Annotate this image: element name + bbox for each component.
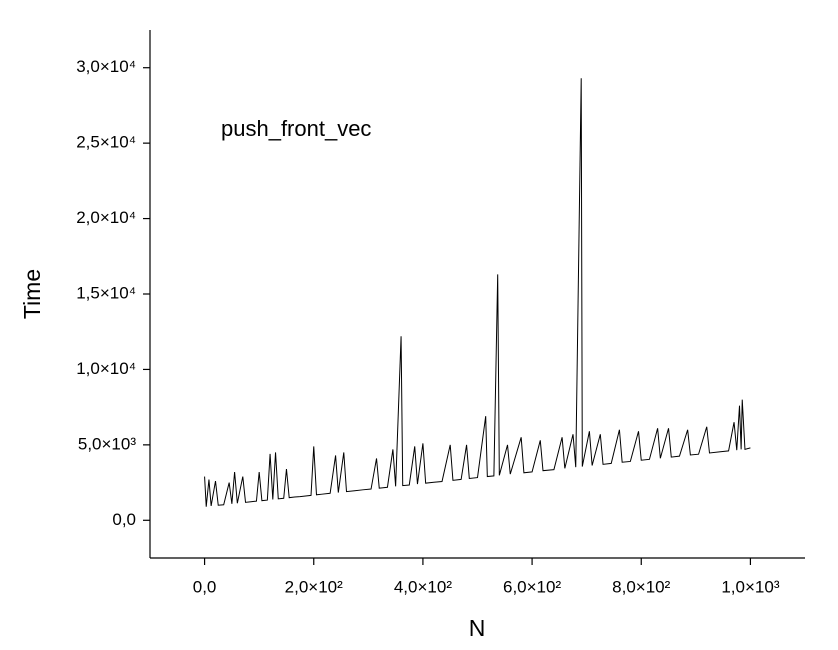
x-tick-label: 6,0×10² xyxy=(503,577,561,596)
x-tick-label: 2,0×10² xyxy=(285,577,343,596)
y-tick-label: 1,0×10⁴ xyxy=(76,359,136,378)
y-axis-label: Time xyxy=(19,269,45,319)
x-tick-label: 0,0 xyxy=(193,577,217,596)
annotation: push_front_vec xyxy=(221,116,371,141)
y-tick-label: 5,0×10³ xyxy=(78,434,136,453)
x-tick-label: 1,0×10³ xyxy=(721,577,779,596)
y-tick-label: 1,5×10⁴ xyxy=(76,283,136,302)
y-tick-label: 2,5×10⁴ xyxy=(76,133,136,152)
x-axis-label: N xyxy=(469,615,486,641)
y-tick-label: 0,0 xyxy=(112,510,136,529)
y-tick-label: 3,0×10⁴ xyxy=(76,57,136,76)
data-line xyxy=(204,78,751,507)
y-tick-label: 2,0×10⁴ xyxy=(76,208,136,227)
x-tick-label: 4,0×10² xyxy=(394,577,452,596)
x-tick-label: 8,0×10² xyxy=(612,577,670,596)
